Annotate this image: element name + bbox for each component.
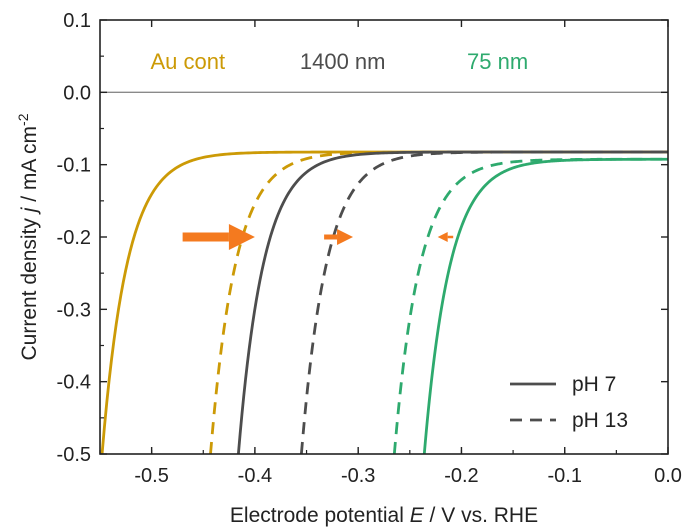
shift-arrows — [182, 224, 454, 250]
y-tick-label: -0.1 — [57, 155, 91, 177]
y-tick-label: -0.5 — [57, 444, 91, 466]
legend: pH 7 pH 13 — [510, 373, 628, 432]
series-line-1400-nm-ph-13 — [299, 150, 668, 454]
series-line-75-nm-ph-7 — [422, 157, 668, 454]
series-label-3: 75 nm — [467, 49, 528, 74]
series-line-75-nm-ph-13 — [392, 157, 668, 454]
shift-arrow-head-3 — [437, 232, 448, 242]
x-tick-label: -0.2 — [444, 465, 478, 487]
shift-arrow-head-2 — [337, 229, 354, 245]
x-tick-label: -0.1 — [547, 465, 581, 487]
legend-label-2: pH 13 — [572, 409, 628, 432]
shift-arrow-head-1 — [228, 224, 255, 250]
axes: Electrode potential E / V vs. RHE Curren… — [15, 10, 682, 527]
x-tick-label: -0.3 — [341, 465, 375, 487]
y-tick-label: 0.1 — [63, 10, 91, 32]
y-tick-label: -0.4 — [57, 372, 91, 394]
series-label-1: Au cont — [150, 49, 225, 74]
x-tick-label: -0.5 — [134, 465, 168, 487]
x-axis-title: Electrode potential E / V vs. RHE — [230, 504, 538, 527]
series-label-2: 1400 nm — [300, 49, 386, 74]
x-tick-label: -0.4 — [238, 465, 272, 487]
series-curves — [100, 150, 668, 454]
y-tick-label: -0.3 — [57, 299, 91, 321]
y-axis-title: Current density j / mA cm-2 — [15, 113, 41, 360]
legend-label-1: pH 7 — [572, 373, 616, 396]
y-tick-label: -0.2 — [57, 227, 91, 249]
y-tick-label: 0.0 — [63, 82, 91, 104]
series-labels: Au cont 1400 nm 75 nm — [150, 49, 528, 74]
x-tick-label: 0.0 — [654, 465, 682, 487]
